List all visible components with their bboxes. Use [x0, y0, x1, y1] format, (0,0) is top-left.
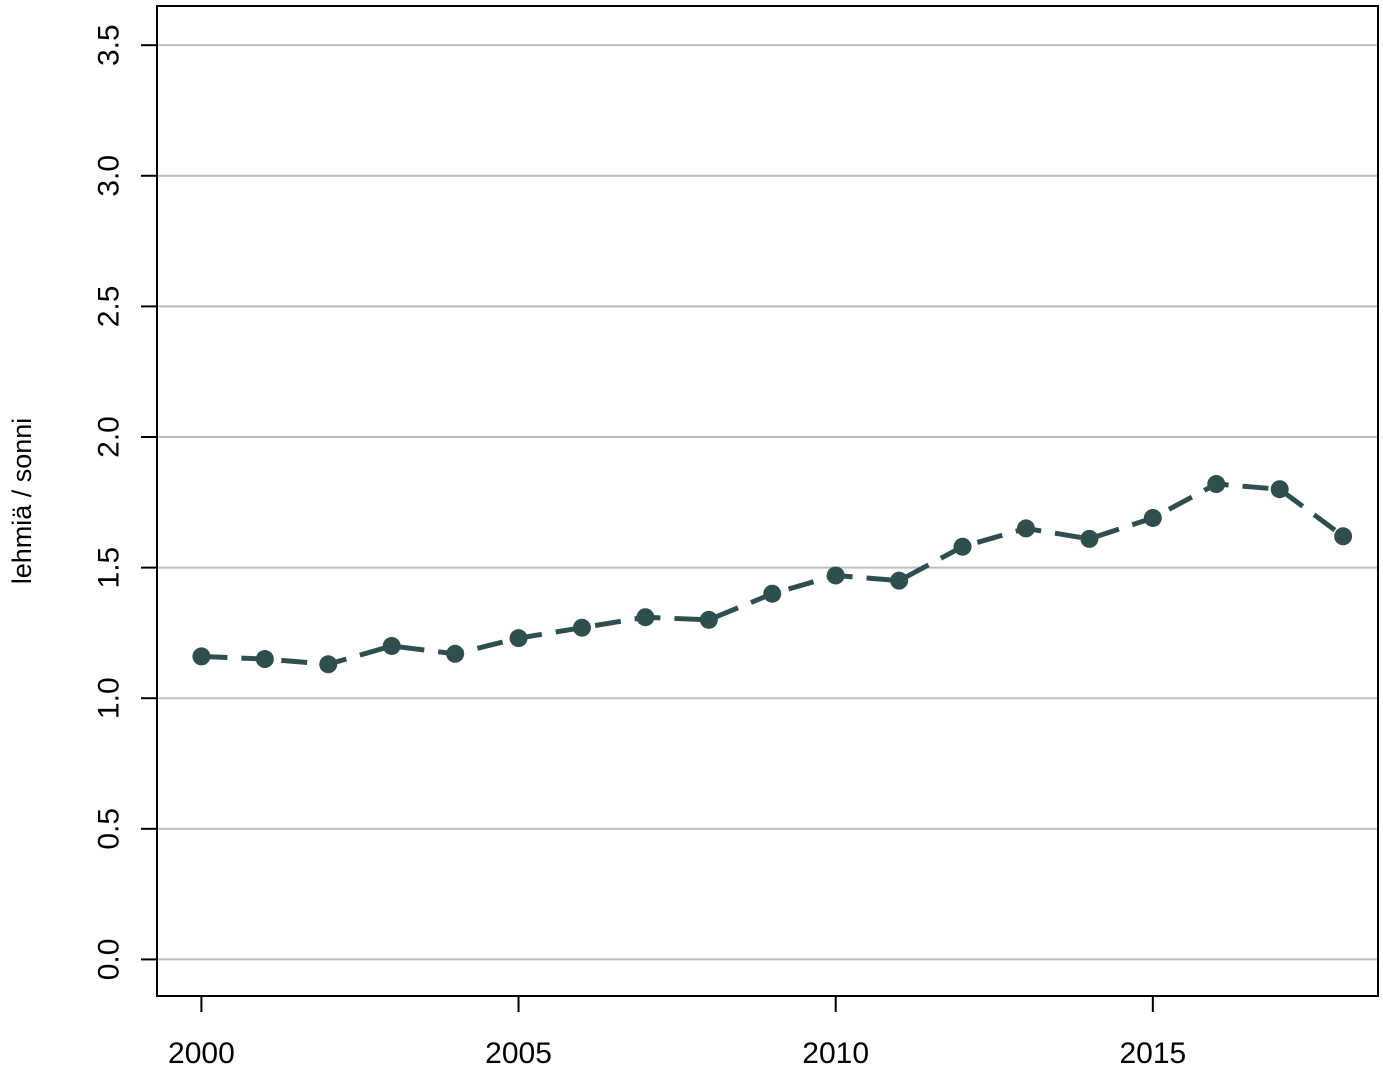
x-axis: 2000 2005 2010 2015: [168, 995, 1186, 1070]
data-point: [382, 636, 401, 655]
data-point: [1207, 475, 1226, 494]
y-tick-label: 1.5: [93, 547, 126, 589]
y-tick-label: 2.0: [93, 416, 126, 458]
data-point: [763, 584, 782, 603]
y-axis-title: lehmiä / sonni: [7, 418, 37, 585]
data-point: [319, 655, 338, 674]
data-point: [255, 650, 274, 669]
series-group: [192, 475, 1353, 674]
data-point: [572, 618, 591, 637]
data-point: [1143, 508, 1162, 527]
y-tick-label: 3.5: [93, 24, 126, 66]
data-point: [509, 629, 528, 648]
data-point: [826, 566, 845, 585]
x-tick-label: 2010: [802, 1037, 869, 1070]
plot-frame: [156, 5, 1379, 997]
data-point: [953, 537, 972, 556]
y-axis: 0.0 0.5 1.0 1.5 2.0 2.5 3.0 3.5: [93, 24, 157, 981]
data-point: [192, 647, 211, 666]
y-tick-label: 1.0: [93, 677, 126, 719]
series-line: [201, 481, 1345, 667]
data-point: [1334, 527, 1353, 546]
data-point: [1270, 480, 1289, 499]
grid-lines: [157, 44, 1378, 961]
data-point: [636, 608, 655, 627]
x-tick-label: 2015: [1119, 1037, 1186, 1070]
data-point: [446, 644, 465, 663]
data-point: [1080, 529, 1099, 548]
y-tick-label: 3.0: [93, 155, 126, 197]
y-tick-label: 2.5: [93, 286, 126, 328]
x-tick-label: 2000: [168, 1037, 235, 1070]
data-point: [890, 571, 909, 590]
x-tick-label: 2005: [485, 1037, 552, 1070]
data-point: [699, 610, 718, 629]
data-point: [1016, 519, 1035, 538]
y-tick-label: 0.5: [93, 808, 126, 850]
y-tick-label: 0.0: [93, 939, 126, 981]
